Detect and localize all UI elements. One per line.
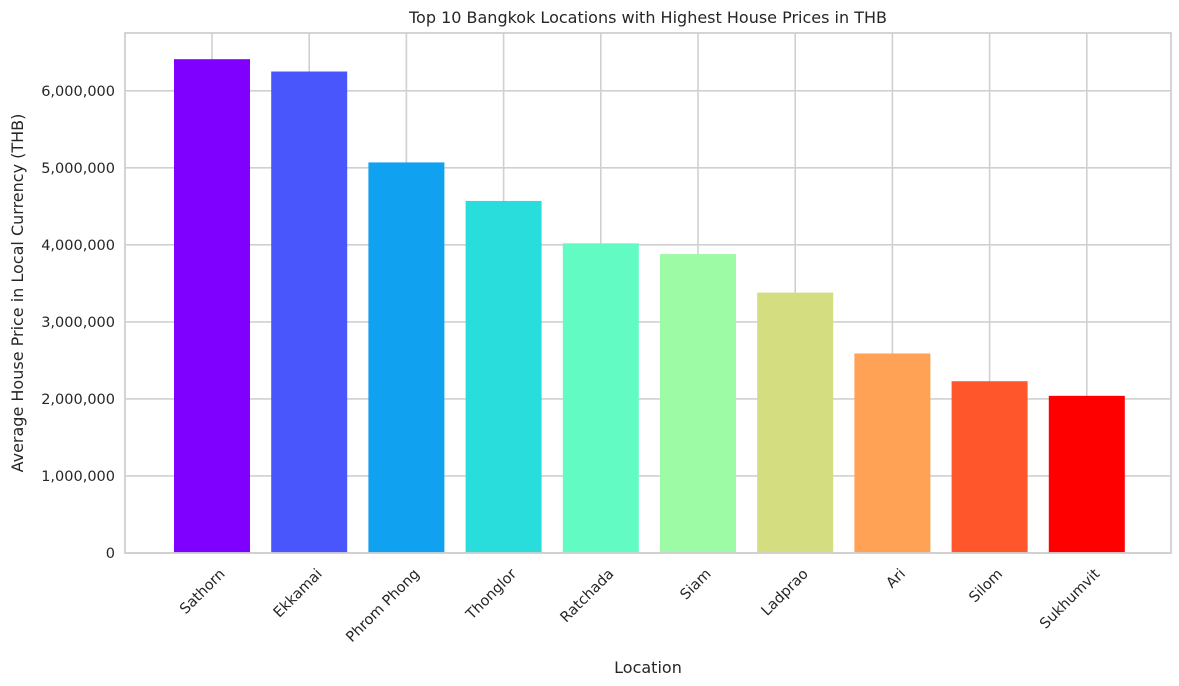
x-tick-label: Ladprao xyxy=(759,566,812,619)
y-axis-label: Average House Price in Local Currency (T… xyxy=(8,114,27,473)
x-tick-label: Phrom Phong xyxy=(343,566,422,645)
y-tick-label: 1,000,000 xyxy=(41,469,115,485)
x-tick-label: Sathorn xyxy=(177,566,228,617)
x-tick-label: Ratchada xyxy=(558,566,618,626)
y-tick-label: 2,000,000 xyxy=(41,392,115,408)
x-tick-labels: Sathorn Ekkamai Phrom Phong Thonglor Ratchad… xyxy=(177,566,1103,646)
bar-ari xyxy=(854,353,931,553)
bars xyxy=(174,59,1125,554)
y-tick-label: 5,000,000 xyxy=(41,161,115,177)
chart-title: Top 10 Bangkok Locations with Highest Ho… xyxy=(408,8,887,27)
x-tick-label: Ari xyxy=(884,566,909,591)
bar-siam xyxy=(660,254,736,553)
bar-sathorn xyxy=(174,59,250,553)
bar-phrom-phong xyxy=(368,162,445,553)
bar-silom xyxy=(951,381,1028,553)
x-tick-label: Sukhumvit xyxy=(1037,566,1103,632)
x-tick-label: Thonglor xyxy=(463,566,520,623)
x-tick-label: Silom xyxy=(966,566,1006,606)
y-tick-label: 3,000,000 xyxy=(41,315,115,331)
x-axis-label: Location xyxy=(614,658,682,677)
plot-frame xyxy=(124,32,1172,554)
bar-ladprao xyxy=(757,292,834,553)
y-tick-label: 0 xyxy=(106,546,115,562)
bar-sukhumvit xyxy=(1048,395,1125,553)
bar-ekkamai xyxy=(271,71,348,553)
bar-thonglor xyxy=(465,200,542,553)
y-tick-labels: 0 1,000,000 2,000,000 3,000,000 4,000,000 5,0… xyxy=(41,84,115,562)
y-tick-label: 4,000,000 xyxy=(41,238,115,254)
bar-ratchada xyxy=(562,243,639,554)
x-tick-label: Ekkamai xyxy=(271,566,326,621)
y-tick-label: 6,000,000 xyxy=(41,84,115,100)
x-tick-label: Siam xyxy=(678,566,715,603)
